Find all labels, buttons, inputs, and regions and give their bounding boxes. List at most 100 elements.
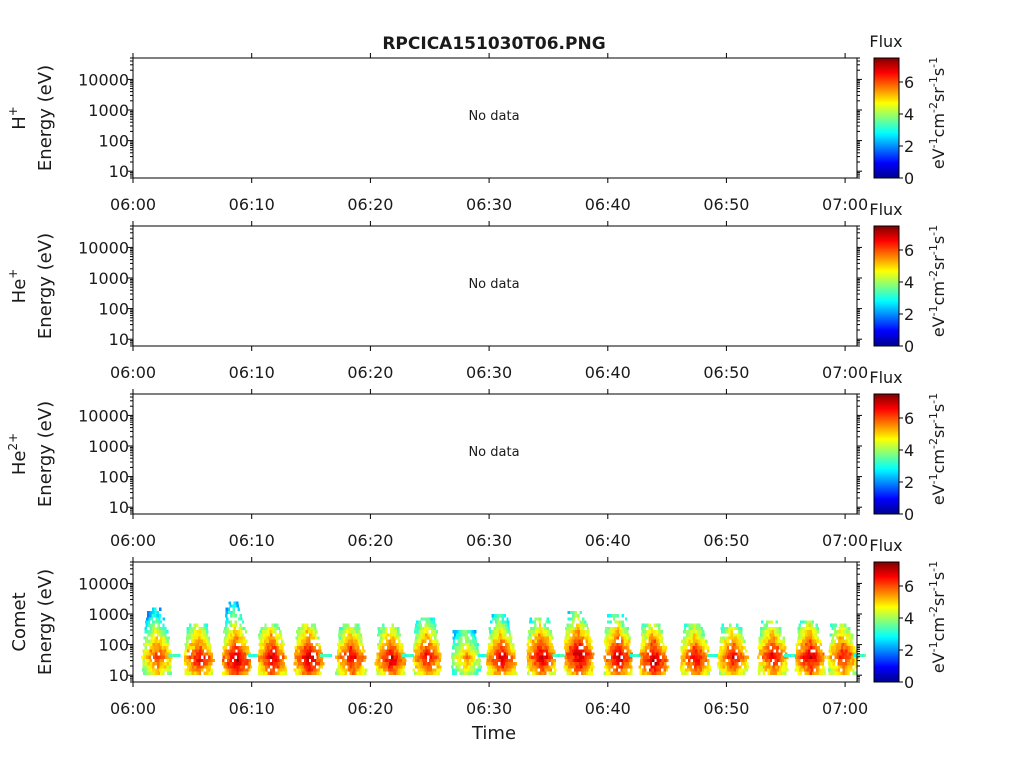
colorbar-tick-label: 2 bbox=[904, 473, 914, 492]
flux-cell bbox=[264, 630, 267, 634]
flux-cell bbox=[510, 662, 513, 666]
flux-cell bbox=[807, 662, 810, 666]
flux-cell bbox=[538, 665, 542, 669]
flux-cell bbox=[154, 646, 157, 650]
flux-cell bbox=[356, 665, 360, 669]
flux-cell bbox=[296, 642, 299, 647]
flux-cell bbox=[532, 630, 536, 634]
flux-cell bbox=[342, 646, 345, 650]
species-charge-superscript: + bbox=[6, 106, 20, 116]
flux-cell bbox=[194, 665, 197, 669]
flux-cell bbox=[706, 665, 709, 669]
flux-cell bbox=[509, 636, 513, 640]
flux-cell bbox=[423, 630, 427, 634]
flux-cell bbox=[149, 626, 152, 631]
flux-cell bbox=[587, 630, 590, 634]
flux-cell bbox=[398, 655, 401, 659]
flux-cell bbox=[388, 639, 391, 643]
flux-cell bbox=[697, 658, 700, 663]
flux-cell bbox=[554, 668, 557, 672]
flux-cell bbox=[478, 668, 481, 672]
flux-cell bbox=[761, 662, 764, 666]
flux-cell bbox=[811, 620, 815, 624]
flux-cell bbox=[682, 649, 686, 653]
flux-cell bbox=[831, 639, 834, 643]
flux-cell bbox=[724, 639, 727, 643]
flux-cell bbox=[610, 646, 613, 650]
flux-cell bbox=[228, 649, 231, 653]
flux-cell bbox=[455, 665, 459, 669]
flux-cell bbox=[775, 620, 778, 624]
flux-cell bbox=[617, 646, 620, 650]
flux-cell bbox=[420, 655, 423, 659]
flux-cell bbox=[361, 658, 364, 663]
flux-cell bbox=[418, 662, 421, 666]
flux-cell bbox=[275, 642, 278, 647]
flux-cell bbox=[205, 630, 209, 634]
flux-cell bbox=[435, 642, 438, 647]
flux-cell bbox=[337, 671, 340, 675]
flux-cell bbox=[306, 652, 309, 656]
flux-cell bbox=[432, 646, 435, 650]
flux-cell bbox=[198, 633, 201, 637]
flux-cell bbox=[744, 665, 747, 669]
flux-cell bbox=[433, 639, 437, 643]
flux-cell bbox=[821, 671, 824, 675]
flux-cell bbox=[840, 626, 844, 631]
flux-cell bbox=[496, 652, 499, 656]
flux-cell bbox=[659, 649, 662, 653]
flux-cell bbox=[568, 623, 572, 627]
flux-cell bbox=[661, 658, 664, 663]
flux-cell bbox=[235, 636, 239, 640]
flux-cell bbox=[759, 630, 763, 634]
flux-cell bbox=[471, 668, 474, 672]
flux-cell bbox=[579, 610, 582, 615]
flux-cell bbox=[531, 620, 534, 624]
flux-cell bbox=[491, 649, 495, 653]
flux-cell bbox=[279, 665, 282, 669]
flux-cell bbox=[839, 642, 842, 647]
flux-cell bbox=[260, 636, 264, 640]
flux-cell bbox=[437, 662, 440, 666]
flux-cell bbox=[205, 623, 209, 627]
flux-cell bbox=[346, 649, 349, 653]
flux-cell bbox=[473, 646, 476, 650]
x-tick-label: 06:50 bbox=[703, 195, 749, 214]
y-tick-label: 10000 bbox=[78, 70, 129, 89]
flux-cell bbox=[248, 658, 251, 663]
flux-cell bbox=[238, 639, 241, 643]
flux-cell bbox=[499, 633, 502, 637]
flux-cell bbox=[666, 658, 669, 663]
flux-cell bbox=[643, 639, 647, 643]
flux-cell bbox=[141, 655, 144, 659]
flux-cell bbox=[236, 646, 240, 650]
flux-cell bbox=[687, 636, 691, 640]
flux-cell bbox=[697, 668, 700, 672]
flux-cell bbox=[640, 649, 643, 653]
flux-cell bbox=[763, 649, 767, 653]
flux-cell bbox=[539, 639, 542, 643]
flux-cell bbox=[258, 633, 261, 637]
flux-cell bbox=[819, 671, 822, 675]
flux-cell bbox=[432, 642, 435, 647]
flux-cell bbox=[391, 662, 394, 666]
flux-cell bbox=[612, 649, 615, 653]
flux-cell bbox=[245, 671, 249, 675]
unit-base: cm bbox=[929, 449, 948, 473]
flux-cell bbox=[681, 671, 684, 675]
flux-cell bbox=[664, 646, 667, 650]
flux-cell bbox=[726, 639, 729, 643]
flux-cell bbox=[273, 642, 276, 647]
flux-cell bbox=[350, 668, 353, 672]
flux-cell bbox=[579, 662, 582, 666]
flux-cell bbox=[606, 639, 609, 643]
y-tick-label: 1000 bbox=[88, 605, 129, 624]
flux-cell bbox=[657, 662, 660, 666]
flux-cell bbox=[567, 617, 571, 621]
flux-cell bbox=[615, 658, 619, 663]
flux-cell bbox=[452, 658, 455, 663]
flux-cell bbox=[393, 655, 396, 659]
flux-cell bbox=[802, 636, 805, 640]
flux-cell bbox=[617, 626, 620, 631]
flux-cell bbox=[314, 649, 317, 653]
